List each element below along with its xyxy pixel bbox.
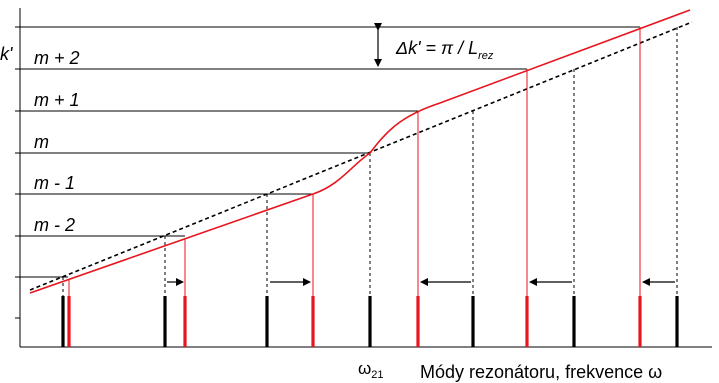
black-mode-bars [61, 296, 679, 347]
y-axis-label: k' [0, 44, 13, 64]
level-label-m-plus-2: m + 2 [34, 48, 80, 68]
omega-21-label: ω21 [358, 359, 384, 381]
dashed-verticals [62, 27, 678, 296]
red-verticals [68, 27, 641, 296]
level-label-m-plus-1: m + 1 [34, 90, 80, 110]
omega-symbol: ω [358, 359, 371, 378]
level-label-m-minus-2: m - 2 [34, 215, 75, 235]
red-mode-bars [67, 296, 642, 347]
x-axis-label: Módy rezonátoru, frekvence ω [420, 362, 662, 382]
spacing-annotation-subscript: rez [478, 50, 494, 62]
mode-level-lines [20, 26, 640, 278]
spacing-annotation-main: Δk' = π / L [395, 38, 478, 58]
level-label-m-minus-1: m - 1 [34, 173, 75, 193]
omega-subscript: 21 [371, 369, 383, 381]
level-label-m: m [34, 132, 49, 152]
spacing-annotation: Δk' = π / Lrez [395, 38, 494, 62]
axes [15, 8, 712, 348]
dashed-reference-line [29, 21, 693, 291]
dispersion-curve [29, 9, 691, 294]
